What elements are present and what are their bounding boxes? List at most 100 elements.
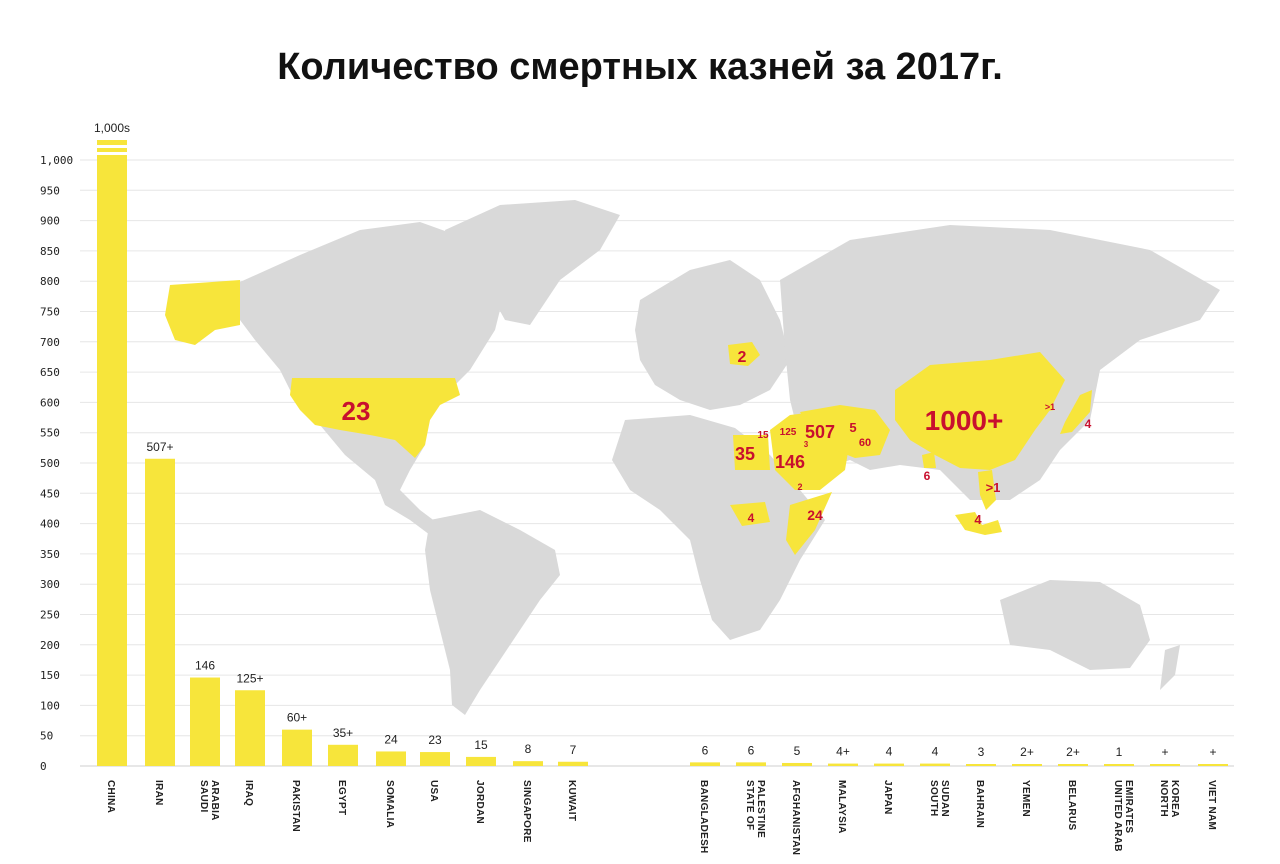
bar [1058,764,1088,766]
bar [828,763,858,766]
category-label: CHINA [105,780,116,813]
category-label: EMIRATES [1123,780,1134,833]
category-label: STATE OF [744,780,755,830]
bar-value-label: + [1209,745,1216,759]
map-value-label: 125 [780,427,797,438]
bar-value-label: 3 [978,745,985,759]
y-tick-label: 750 [40,306,60,319]
map-north-korea [1040,395,1054,412]
map-alaska [165,280,240,345]
bar [690,762,720,766]
y-tick-label: 250 [40,609,60,622]
bar-value-label: 5 [794,744,801,758]
category-label: EGYPT [336,780,347,815]
map-vietnam [978,470,996,510]
y-tick-label: 900 [40,215,60,228]
bar [328,744,358,766]
y-tick-label: 550 [40,427,60,440]
map-value-label: >1 [986,480,1001,495]
category-label: KOREA [1169,780,1180,818]
y-tick-label: 650 [40,366,60,379]
bar-value-label: 1 [1116,745,1123,759]
y-tick-label: 100 [40,699,60,712]
category-label: MALAYSIA [836,780,847,834]
bar-break [97,145,127,148]
category-label: SINGAPORE [521,780,532,843]
category-label: SUDAN [939,780,950,817]
bar-value-label: 7 [570,743,577,757]
bar [282,729,312,766]
map-greenland [445,200,620,325]
y-tick-label: 600 [40,396,60,409]
category-label: BANGLADESH [698,780,709,854]
chart-title: Количество смертных казней за 2017г. [277,46,1003,88]
bar [1198,764,1228,766]
category-label: SOMALIA [384,780,395,828]
category-label: IRAN [153,780,164,806]
map-value-label: 15 [757,430,769,441]
map-value-label: 1000+ [925,405,1004,436]
bar-value-label: 60+ [287,711,307,725]
map-value-label: 35 [735,444,755,464]
map-value-label: 3 [804,440,809,449]
map-north-america [240,222,505,500]
map-central-america [375,480,440,535]
category-labels: CHINA IRAN SAUDI ARABIA IRAQ PAKISTAN EGYPT SOM… [105,780,1217,855]
map-value-label: 146 [775,452,805,472]
category-label: UNITED ARAB [1112,780,1123,852]
bar-value-label: 6 [702,743,709,757]
bar [376,751,406,766]
category-label: BELARUS [1066,780,1077,830]
map-bangladesh [922,452,936,468]
bar [97,140,127,766]
bar-value-label: 2+ [1020,745,1034,759]
category-label: JAPAN [882,780,893,815]
bar [1012,764,1042,766]
y-tick-label: 400 [40,518,60,531]
y-tick-label: 950 [40,184,60,197]
bar-value-label: 4 [932,745,939,759]
map-value-label: 4 [974,512,982,527]
map-value-label: 2 [797,482,802,492]
y-tick-label: 700 [40,336,60,349]
map-value-label: 4 [1085,417,1092,431]
bar [558,761,588,766]
bar-value-label: 8 [525,742,532,756]
map-somalia [786,492,832,555]
y-tick-label: 300 [40,578,60,591]
map-value-label: 60 [859,437,871,449]
bar-value-label: 24 [384,732,398,746]
map-usa [290,378,460,458]
category-label: JORDAN [474,780,485,824]
map-value-label: 2 [738,349,747,366]
y-tick-label: 150 [40,669,60,682]
bar-value-label: 1,000s [94,121,130,135]
bar [235,690,265,766]
map-africa [612,415,825,640]
y-tick-label: 1,000 [40,154,73,167]
category-label: USA [428,780,439,802]
bar-value-label: 125+ [236,671,263,685]
category-label: SOUTH [928,780,939,817]
map-value-label: >1 [1045,402,1055,412]
category-label: NORTH [1158,780,1169,817]
bar [736,762,766,766]
map-japan [1060,390,1092,434]
y-tick-label: 500 [40,457,60,470]
y-tick-label: 0 [40,760,47,773]
bar [874,763,904,766]
y-tick-label: 850 [40,245,60,258]
category-label: AFGHANISTAN [790,780,801,855]
map-value-label: 6 [924,469,931,483]
bar-value-label: 15 [474,738,488,752]
category-label: PAKISTAN [290,780,301,832]
map-south-sudan [730,502,770,526]
map-europe [635,260,790,410]
map-malaysia [955,512,1002,535]
world-map [165,200,1220,715]
bar [420,752,450,766]
category-label: PALESTINE [755,780,766,838]
bar-value-label: 4 [886,745,893,759]
